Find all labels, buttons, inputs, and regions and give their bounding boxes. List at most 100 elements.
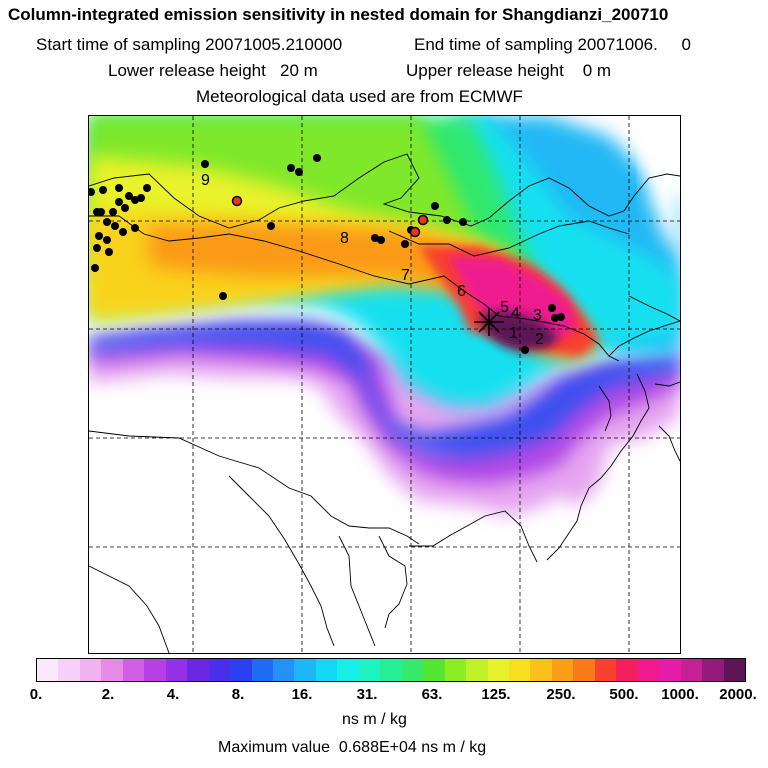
- colorbar-swatch: [573, 659, 595, 681]
- colorbar-swatch: [594, 659, 617, 681]
- colorbar-tick: 250.: [546, 686, 576, 703]
- colorbar-swatch: [187, 659, 209, 681]
- trajectory-point: [557, 313, 565, 321]
- colorbar-tick: 16.: [291, 686, 313, 703]
- colorbar-tick: 125.: [481, 686, 511, 703]
- colorbar-tick: 500.: [609, 686, 639, 703]
- trajectory-point: [521, 346, 529, 354]
- colorbar-swatch: [401, 659, 424, 681]
- colorbar: [36, 658, 746, 682]
- lat-lon-grid: [89, 116, 680, 653]
- trajectory-point: [443, 216, 451, 224]
- colorbar-unit: ns m / kg: [342, 711, 407, 728]
- colorbar-swatch: [423, 659, 445, 681]
- colorbar-tick: 0.: [29, 686, 43, 703]
- colorbar-tick: 2.: [101, 686, 115, 703]
- colorbar-swatch: [680, 659, 703, 681]
- trajectory-point: [295, 168, 303, 176]
- trajectory-point-red: [417, 214, 429, 226]
- trajectory-point: [99, 186, 107, 194]
- trajectory-point: [103, 218, 111, 226]
- emission-sensitivity-map: 1 2 3 4 5 6 7 8 9: [88, 115, 681, 654]
- trajectory-point: [93, 208, 101, 216]
- trajectory-point: [219, 292, 227, 300]
- trajectory-point: [91, 264, 99, 272]
- colorbar-swatch: [294, 659, 316, 681]
- colorbar-tick: 1000.: [661, 686, 699, 703]
- colorbar-swatch: [37, 659, 59, 681]
- trajectory-point: [313, 154, 321, 162]
- colorbar-swatch: [358, 659, 381, 681]
- sensitivity-field: [89, 116, 680, 516]
- trajectory-point: [431, 202, 439, 210]
- trajectory-point: [93, 244, 101, 252]
- trajectory-point: [105, 248, 113, 256]
- trajectory-label-1: 1: [509, 325, 518, 342]
- colorbar-swatch: [165, 659, 188, 681]
- plot-title: Column-integrated emission sensitivity i…: [8, 5, 669, 24]
- max-value-label: Maximum value 0.688E+04 ns m / kg: [218, 739, 487, 756]
- trajectory-point: [115, 198, 123, 206]
- trajectory-labels: 1 2 3 4 5 6 7 8 9: [201, 172, 544, 348]
- trajectory-point: [121, 204, 129, 212]
- trajectory-label-9: 9: [201, 172, 210, 189]
- lower-release-label: Lower release height 20 m: [108, 61, 318, 80]
- start-time-label: Start time of sampling 20071005.210000: [36, 35, 343, 54]
- trajectory-point: [548, 304, 556, 312]
- colorbar-tick: 2000.: [719, 686, 757, 703]
- colorbar-swatch: [337, 659, 359, 681]
- colorbar-swatch: [58, 659, 80, 681]
- trajectory-point: [89, 188, 95, 196]
- colorbar-swatch: [208, 659, 231, 681]
- colorbar-swatch: [101, 659, 123, 681]
- colorbar-swatch: [444, 659, 467, 681]
- trajectory-point: [137, 194, 145, 202]
- country-borders: [89, 153, 680, 653]
- colorbar-swatch: [551, 659, 574, 681]
- trajectory-point-red: [409, 226, 421, 238]
- trajectory-points-highlighted: [231, 195, 429, 238]
- trajectory-point: [103, 236, 111, 244]
- trajectory-point: [459, 218, 467, 226]
- colorbar-swatch: [122, 659, 145, 681]
- colorbar-swatch: [380, 659, 402, 681]
- trajectory-point: [95, 232, 103, 240]
- colorbar-swatch: [723, 659, 745, 681]
- colorbar-swatch: [508, 659, 531, 681]
- colorbar-tick: 4.: [166, 686, 180, 703]
- colorbar-swatch: [79, 659, 102, 681]
- trajectory-label-6: 6: [457, 283, 466, 300]
- trajectory-point: [125, 192, 133, 200]
- trajectory-label-5: 5: [500, 299, 509, 316]
- colorbar-swatch: [144, 659, 166, 681]
- colorbar-swatch: [315, 659, 338, 681]
- trajectory-label-3: 3: [533, 307, 542, 324]
- colorbar-swatch: [230, 659, 252, 681]
- trajectory-point-red: [231, 195, 243, 207]
- colorbar-swatch: [466, 659, 488, 681]
- trajectory-label-2: 2: [535, 331, 544, 348]
- colorbar-swatch: [616, 659, 638, 681]
- end-time-label: End time of sampling 20071006. 0: [414, 35, 691, 54]
- trajectory-point: [119, 228, 127, 236]
- colorbar-swatch: [530, 659, 552, 681]
- trajectory-label-8: 8: [340, 230, 349, 247]
- trajectory-point: [267, 222, 275, 230]
- trajectory-point: [401, 240, 409, 248]
- colorbar-swatch: [702, 659, 724, 681]
- trajectory-label-4: 4: [511, 305, 520, 322]
- colorbar-tick: 63.: [421, 686, 443, 703]
- colorbar-swatch: [659, 659, 681, 681]
- trajectory-point: [131, 224, 139, 232]
- colorbar-swatch: [272, 659, 295, 681]
- colorbar-tick: 8.: [231, 686, 245, 703]
- trajectory-point: [143, 184, 151, 192]
- trajectory-point: [287, 164, 295, 172]
- trajectory-point: [115, 184, 123, 192]
- colorbar-tick: 31.: [356, 686, 378, 703]
- trajectory-point: [109, 208, 117, 216]
- colorbar-swatch: [251, 659, 273, 681]
- trajectory-point: [377, 236, 385, 244]
- colorbar-swatch: [487, 659, 509, 681]
- met-data-label: Meteorological data used are from ECMWF: [196, 87, 523, 106]
